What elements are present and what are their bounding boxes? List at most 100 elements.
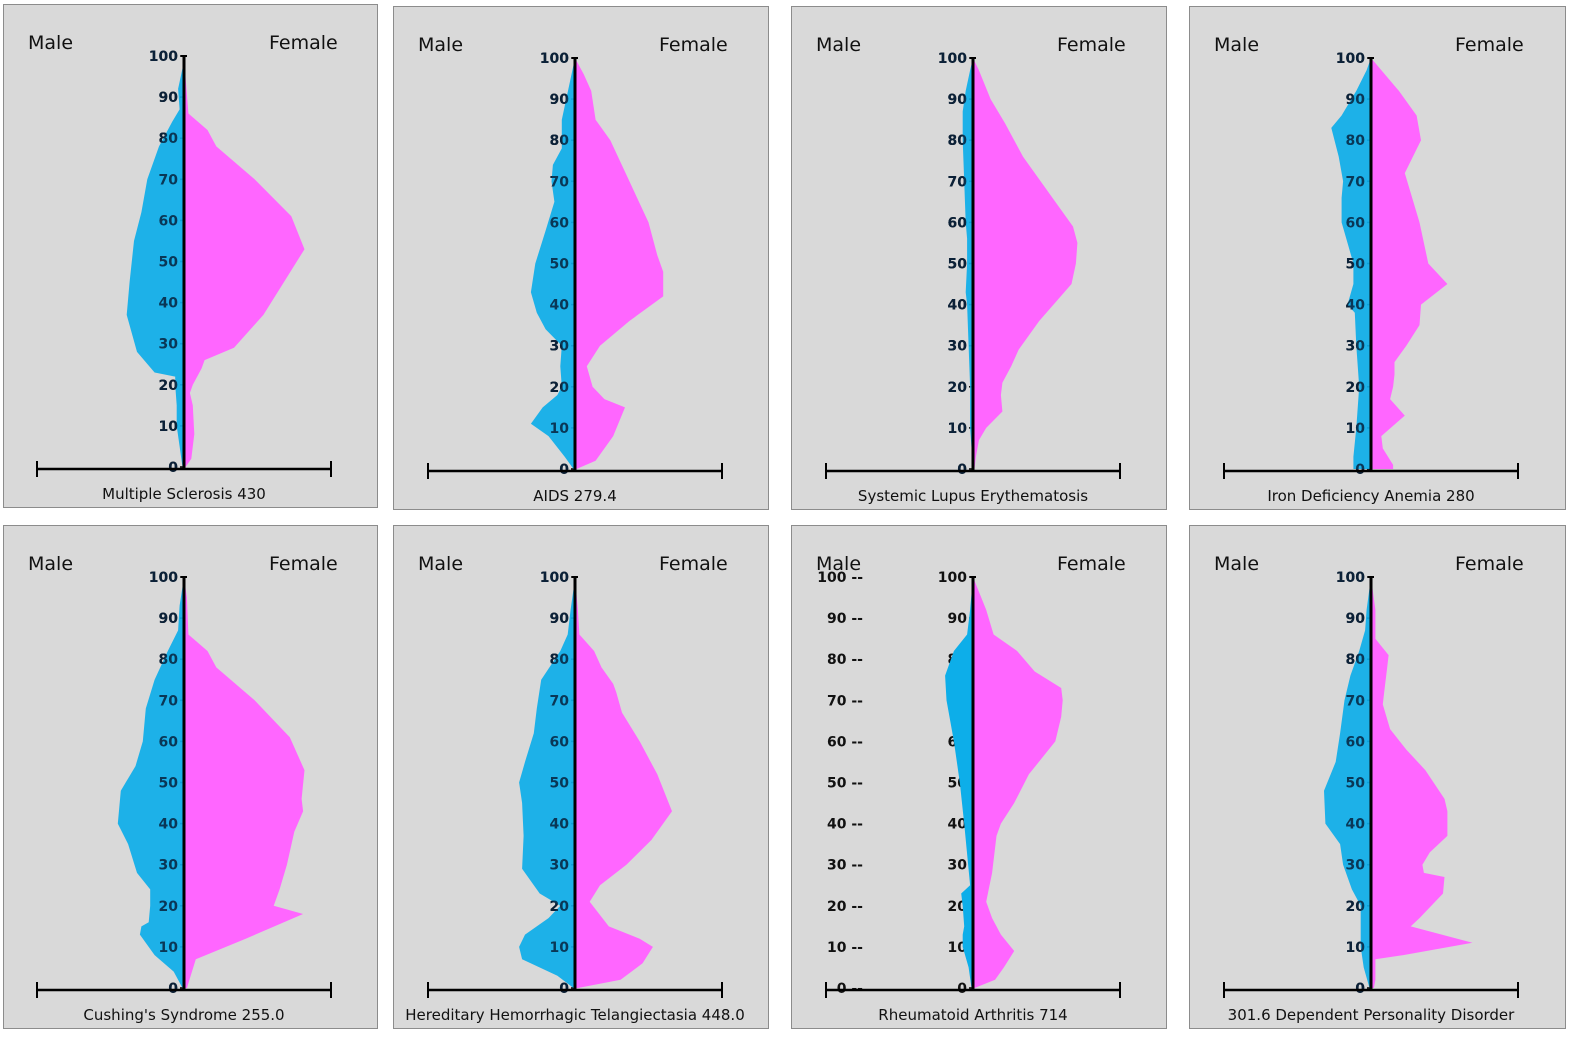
female-label: Female <box>1057 553 1126 575</box>
y-tick-label-overlay: 100 <box>540 51 569 67</box>
pyramid-chart-panel: MaleFemale010203040506070809010001020304… <box>393 525 769 1029</box>
y-tick-label: 10 <box>948 421 968 437</box>
pyramid-chart-panel: MaleFemale010203040506070809010001020304… <box>393 6 769 510</box>
y-tick-label-overlay: 60 <box>1346 215 1366 231</box>
y-tick-label: 90 <box>159 90 179 106</box>
y-tick-label-outer: 70 -- <box>827 693 863 709</box>
y-tick-label-overlay: 100 <box>540 570 569 586</box>
pyramid-chart: MaleFemale010203040506070809010001020304… <box>816 34 1126 505</box>
y-tick-label: 90 <box>948 611 968 627</box>
y-tick-label-outer: 30 -- <box>827 858 863 874</box>
female-area <box>1371 577 1473 988</box>
y-tick-label-overlay: 20 <box>159 378 179 394</box>
male-label: Male <box>816 553 861 575</box>
y-tick-label-overlay: 100 <box>149 570 178 586</box>
y-tick-label: 20 <box>948 380 968 396</box>
female-area <box>973 58 1078 469</box>
male-label: Male <box>1214 553 1259 575</box>
y-tick-label-overlay: 40 <box>948 298 968 314</box>
female-label: Female <box>1057 34 1126 56</box>
y-tick-label-overlay: 40 <box>159 296 179 312</box>
pyramid-chart: MaleFemale0 --10 --20 --30 --40 --50 --6… <box>816 553 1126 1024</box>
male-area <box>126 56 184 467</box>
y-tick-label-overlay: 10 <box>550 421 570 437</box>
y-tick-label: 90 <box>159 611 179 627</box>
y-tick-label-overlay: 90 <box>1346 611 1366 627</box>
y-tick-label-overlay: 30 <box>1346 858 1366 874</box>
y-tick-label-overlay: 90 <box>550 92 570 108</box>
y-tick-label-overlay: 40 <box>1346 817 1366 833</box>
pyramid-chart-panel: MaleFemale010203040506070809010001020304… <box>1189 6 1566 510</box>
male-area <box>962 58 973 469</box>
female-area <box>1371 58 1448 469</box>
y-tick-label-overlay: 20 <box>1346 380 1366 396</box>
y-tick-label-outer: 100 -- <box>817 570 863 586</box>
y-tick-label-overlay: 10 <box>159 419 179 435</box>
y-tick-label-overlay: 40 <box>550 298 570 314</box>
y-tick-label: 10 <box>159 419 179 435</box>
y-tick-label: 60 <box>948 215 968 231</box>
y-tick-label-overlay: 20 <box>1346 899 1366 915</box>
y-tick-label: 20 <box>159 378 179 394</box>
y-tick-label-outer: 80 -- <box>827 652 863 668</box>
pyramid-chart-panel: MaleFemale010203040506070809010001020304… <box>3 4 378 508</box>
y-tick-label-outer: 40 -- <box>827 817 863 833</box>
y-tick-label-overlay: 90 <box>1346 92 1366 108</box>
y-tick-label: 30 <box>948 858 968 874</box>
y-tick-label-overlay: 60 <box>1346 734 1366 750</box>
y-tick-label-overlay: 30 <box>1346 339 1366 355</box>
y-tick-label-overlay: 50 <box>159 776 179 792</box>
y-tick-label-overlay: 10 <box>550 940 570 956</box>
female-area <box>184 577 305 988</box>
y-tick-label-overlay: 60 <box>550 215 570 231</box>
chart-title: Multiple Sclerosis 430 <box>102 485 266 503</box>
y-tick-label-overlay: 100 <box>149 49 178 65</box>
y-tick-label-overlay: 20 <box>948 380 968 396</box>
y-tick-label-overlay: 10 <box>1346 421 1366 437</box>
y-tick-label-overlay: 50 <box>948 257 968 273</box>
y-tick-label: 50 <box>948 257 968 273</box>
male-area <box>1324 577 1371 988</box>
y-tick-label-overlay: 70 <box>1346 174 1366 190</box>
y-tick-label-overlay: 50 <box>159 255 179 271</box>
y-tick-label-overlay: 70 <box>1346 693 1366 709</box>
y-tick-label-overlay: 40 <box>159 817 179 833</box>
y-tick-label-outer: 10 -- <box>827 940 863 956</box>
pyramid-chart: MaleFemale010203040506070809010001020304… <box>418 34 728 505</box>
y-tick-label: 70 <box>948 174 968 190</box>
y-tick-label: 100 <box>149 49 178 65</box>
y-tick-label-overlay: 80 <box>1346 652 1366 668</box>
y-tick-label-overlay: 20 <box>550 380 570 396</box>
male-label: Male <box>28 553 73 575</box>
y-tick-label-overlay: 60 <box>159 213 179 229</box>
y-tick-label-overlay: 80 <box>159 131 179 147</box>
y-tick-label-overlay: 70 <box>550 693 570 709</box>
y-tick-label-overlay: 90 <box>159 611 179 627</box>
chart-title: Hereditary Hemorrhagic Telangiectasia 44… <box>405 1006 745 1024</box>
female-area <box>973 577 1063 988</box>
y-tick-label-overlay: 80 <box>550 133 570 149</box>
male-label: Male <box>418 34 463 56</box>
male-area <box>117 577 184 988</box>
chart-title: AIDS 279.4 <box>533 487 616 505</box>
y-tick-label-overlay: 30 <box>159 858 179 874</box>
y-tick-label: 100 <box>938 570 967 586</box>
y-tick-label-overlay: 60 <box>159 734 179 750</box>
male-label: Male <box>1214 34 1259 56</box>
chart-title: 301.6 Dependent Personality Disorder <box>1228 1006 1515 1024</box>
chart-title: Rheumatoid Arthritis 714 <box>878 1006 1067 1024</box>
y-tick-label-overlay: 20 <box>550 899 570 915</box>
y-tick-label-overlay: 100 <box>1336 570 1365 586</box>
y-tick-label-overlay: 90 <box>159 90 179 106</box>
female-label: Female <box>659 34 728 56</box>
pyramid-chart: MaleFemale010203040506070809010001020304… <box>28 32 338 503</box>
y-tick-label: 90 <box>550 92 570 108</box>
female-label: Female <box>269 553 338 575</box>
female-area <box>184 56 305 467</box>
y-tick-label: 10 <box>948 940 968 956</box>
y-tick-label-overlay: 100 <box>938 51 967 67</box>
y-tick-label-overlay: 100 <box>1336 51 1365 67</box>
y-tick-label: 40 <box>948 817 968 833</box>
y-tick-label: 90 <box>550 611 570 627</box>
male-label: Male <box>816 34 861 56</box>
